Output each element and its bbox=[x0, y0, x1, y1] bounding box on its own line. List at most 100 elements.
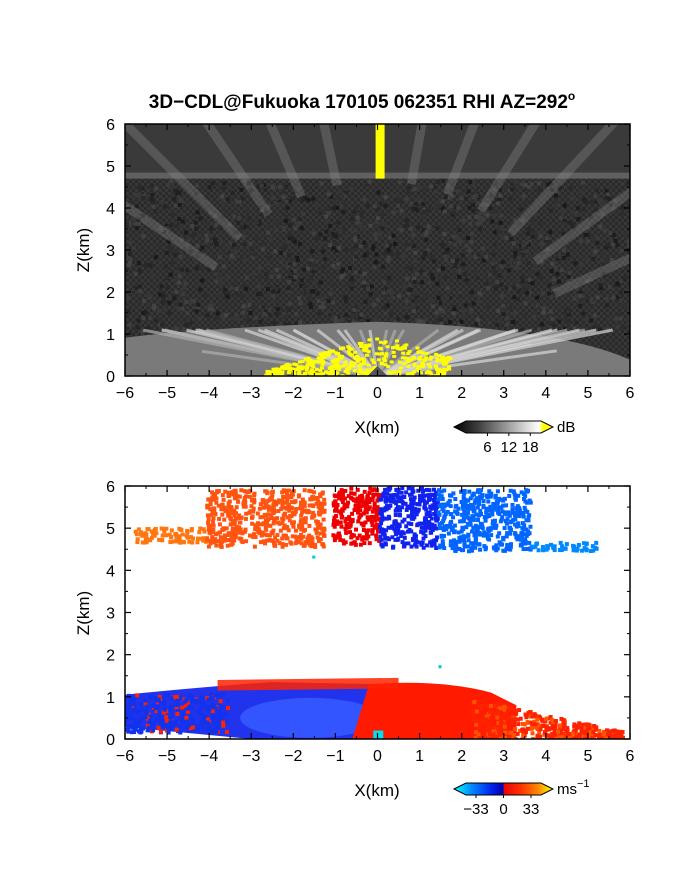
positive-velocity-cell bbox=[554, 732, 559, 737]
negative-velocity-cell bbox=[138, 716, 143, 721]
velocity-unit-base: ms bbox=[557, 781, 577, 798]
upper-velocity-cell bbox=[571, 546, 576, 551]
noise-cell bbox=[598, 286, 603, 291]
lower-ray bbox=[244, 328, 378, 376]
noise-cell bbox=[574, 293, 579, 298]
noise-cell bbox=[370, 284, 375, 289]
noise-cell bbox=[301, 211, 306, 216]
noise-cell bbox=[201, 232, 206, 237]
upper-velocity-cell bbox=[164, 526, 169, 531]
noise-cell bbox=[535, 303, 540, 308]
upper-velocity-cell bbox=[451, 491, 456, 496]
positive-velocity-cell bbox=[571, 731, 576, 736]
upper-velocity-cell bbox=[407, 527, 412, 532]
noise-cell bbox=[497, 187, 502, 192]
upper-velocity-cell bbox=[306, 508, 311, 513]
noise-cell bbox=[481, 216, 486, 221]
noise-cell bbox=[440, 199, 445, 204]
upper-velocity-cell bbox=[280, 500, 285, 505]
positive-velocity-cell bbox=[590, 727, 595, 732]
negative-velocity-cell bbox=[138, 730, 143, 735]
noise-cell bbox=[179, 237, 184, 242]
noise-cell bbox=[245, 207, 250, 212]
noise-cell bbox=[445, 195, 450, 200]
negative-velocity-cell bbox=[127, 715, 132, 720]
noise-cell bbox=[153, 209, 158, 214]
noise-cell bbox=[218, 276, 223, 281]
upper-velocity-cell bbox=[494, 543, 499, 548]
noise-cell bbox=[198, 216, 203, 221]
strong-echo-cell bbox=[282, 367, 287, 371]
noise-cell bbox=[247, 299, 252, 304]
upper-velocity-cell bbox=[379, 497, 384, 502]
negative-velocity-cell bbox=[151, 728, 156, 733]
noise-cell bbox=[333, 318, 338, 323]
noise-cell bbox=[249, 247, 254, 252]
positive-velocity-cell bbox=[488, 709, 493, 714]
noise-cell bbox=[478, 211, 483, 216]
strong-echo-cell bbox=[375, 337, 380, 341]
noise-cell bbox=[435, 275, 440, 280]
noise-cell bbox=[217, 274, 222, 279]
noise-cell bbox=[381, 290, 386, 295]
upper-velocity-cell bbox=[473, 498, 478, 503]
noise-cell bbox=[383, 311, 388, 316]
negative-velocity-cell bbox=[145, 728, 150, 733]
positive-velocity-cell bbox=[552, 727, 557, 732]
negative-velocity-cell bbox=[145, 723, 150, 728]
upper-velocity-cell bbox=[495, 501, 500, 506]
noise-cell bbox=[621, 325, 626, 330]
upper-ray bbox=[552, 253, 630, 298]
upper-velocity-cell bbox=[443, 512, 448, 517]
positive-velocity-cell bbox=[473, 735, 478, 739]
noise-cell bbox=[209, 303, 214, 308]
strong-echo-cell bbox=[401, 351, 406, 355]
noise-cell bbox=[557, 185, 562, 190]
noise-cell bbox=[306, 198, 311, 203]
noise-cell bbox=[298, 320, 303, 325]
noise-cell bbox=[255, 220, 260, 225]
noise-cell bbox=[464, 257, 469, 262]
upper-velocity-cell bbox=[362, 502, 367, 507]
upper-velocity-cell bbox=[355, 487, 360, 492]
positive-velocity-cell bbox=[525, 726, 530, 731]
noise-cell bbox=[194, 266, 199, 271]
noise-cell bbox=[203, 293, 208, 298]
noise-cell bbox=[283, 218, 288, 223]
positive-velocity-cell bbox=[550, 731, 555, 736]
noise-cell bbox=[493, 182, 498, 187]
upper-velocity-cell bbox=[391, 498, 396, 503]
upper-velocity-cell bbox=[374, 537, 379, 542]
upper-velocity-cell bbox=[172, 539, 177, 544]
negative-velocity-cell bbox=[181, 708, 186, 713]
positive-velocity-cell bbox=[544, 727, 549, 732]
noise-cell bbox=[142, 193, 147, 198]
upper-velocity-cell bbox=[462, 503, 467, 508]
noise-cell bbox=[151, 204, 156, 209]
noise-cell bbox=[174, 326, 179, 331]
noise-cell bbox=[288, 223, 293, 228]
noise-cell bbox=[367, 179, 372, 184]
positive-velocity-cell bbox=[567, 732, 572, 737]
noise-cell bbox=[380, 212, 385, 217]
upper-velocity-cell bbox=[258, 540, 263, 545]
noise-cell bbox=[331, 305, 336, 310]
negative-velocity-cell bbox=[168, 720, 173, 725]
strong-echo-cell bbox=[433, 373, 438, 376]
noise-cell bbox=[335, 195, 340, 200]
upper-velocity-cell bbox=[269, 530, 274, 535]
noise-cell bbox=[182, 285, 187, 290]
noise-cell bbox=[286, 307, 291, 312]
upper-velocity-cell bbox=[255, 525, 260, 530]
noise-cell bbox=[287, 199, 292, 204]
negative-velocity-cell bbox=[143, 701, 148, 706]
upper-velocity-cell bbox=[261, 522, 266, 527]
upper-velocity-cell bbox=[419, 525, 424, 530]
positive-velocity-cell bbox=[499, 714, 504, 719]
upper-velocity-cell bbox=[217, 516, 222, 521]
upper-velocity-cell bbox=[340, 494, 345, 499]
upper-velocity-cell bbox=[501, 503, 506, 508]
noise-cell bbox=[161, 291, 166, 296]
negative-velocity-cell bbox=[165, 693, 170, 698]
noise-cell bbox=[337, 189, 342, 194]
